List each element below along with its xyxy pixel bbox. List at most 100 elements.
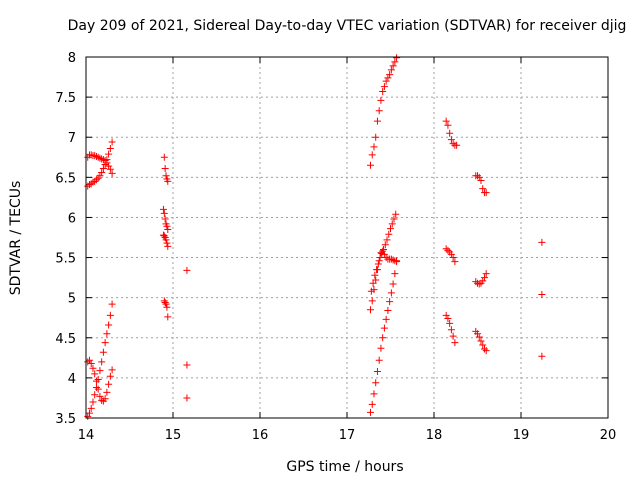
data-point <box>164 177 172 185</box>
data-point <box>442 117 450 125</box>
series-arc-185-a <box>472 172 490 197</box>
data-point <box>84 358 92 366</box>
grid-lines <box>86 57 608 418</box>
data-point <box>164 225 172 233</box>
data-point <box>96 154 104 162</box>
data-point <box>444 121 452 129</box>
data-point <box>480 345 488 353</box>
data-point <box>103 388 111 396</box>
data-point <box>98 169 106 177</box>
data-point <box>373 367 381 375</box>
data-point <box>451 258 459 266</box>
data-point <box>372 379 380 387</box>
data-point <box>379 334 387 342</box>
data-point <box>91 391 99 399</box>
data-point <box>160 153 168 161</box>
axis-ticks: 14 15 16 17 18 19 20 3.5 4 4.5 5 5.5 6 6.5 7 7.5 8 <box>55 51 616 443</box>
data-point <box>382 315 390 323</box>
data-point <box>89 364 97 372</box>
x-tick-label: 18 <box>426 428 443 443</box>
series-arc-17-top <box>366 54 401 169</box>
data-point <box>96 172 104 180</box>
data-point <box>446 319 454 327</box>
data-point <box>382 254 390 262</box>
series-arc-18-b <box>442 245 459 266</box>
y-tick-label: 3.5 <box>55 412 76 427</box>
data-point <box>85 409 93 417</box>
data-point <box>103 330 111 338</box>
series-isolated-19 <box>538 238 546 360</box>
data-point <box>106 165 114 173</box>
data-point <box>482 270 490 278</box>
data-point <box>85 356 93 364</box>
y-axis-label: SDTVAR / TECUs <box>8 181 24 296</box>
data-point <box>479 341 487 349</box>
data-point <box>482 347 490 355</box>
data-point <box>442 311 450 319</box>
x-tick-label: 20 <box>600 428 617 443</box>
data-point <box>370 143 378 151</box>
x-tick-label: 14 <box>78 428 95 443</box>
data-point <box>108 300 116 308</box>
data-point <box>381 241 389 249</box>
data-point <box>370 286 378 294</box>
data-point <box>101 395 109 403</box>
data-point <box>449 332 457 340</box>
data-point <box>384 74 392 82</box>
data-point <box>368 400 376 408</box>
data-point <box>480 274 488 282</box>
data-point <box>451 339 459 347</box>
data-point <box>391 58 399 66</box>
data-point <box>376 254 384 262</box>
data-point <box>479 277 487 285</box>
data-point <box>538 290 546 298</box>
data-point <box>94 375 102 383</box>
data-point <box>98 358 106 366</box>
data-point <box>92 152 100 160</box>
data-point <box>380 250 388 258</box>
data-point <box>372 133 380 141</box>
data-point <box>162 300 170 308</box>
data-point <box>392 210 400 218</box>
data-point <box>101 339 109 347</box>
data-point <box>442 245 450 253</box>
data-point <box>101 160 109 168</box>
data-point <box>161 298 169 306</box>
data-point <box>161 215 169 223</box>
data-point <box>98 155 106 163</box>
data-point <box>99 348 107 356</box>
data-point <box>94 153 102 161</box>
data-point <box>373 117 381 125</box>
data-point <box>87 359 95 367</box>
data-point <box>393 258 401 266</box>
series-arc-14-lower-a <box>84 300 116 420</box>
data-point <box>479 185 487 193</box>
data-point <box>371 271 379 279</box>
data-point <box>384 307 392 315</box>
data-point <box>447 326 455 334</box>
data-point <box>380 324 388 332</box>
data-point <box>475 333 483 341</box>
data-point <box>160 209 168 217</box>
data-point <box>453 141 461 149</box>
data-point <box>387 289 395 297</box>
data-point <box>105 162 113 170</box>
data-point <box>163 303 171 311</box>
data-point <box>366 408 374 416</box>
plot-frame <box>85 56 609 419</box>
data-point <box>389 256 397 264</box>
data-point <box>91 370 99 378</box>
data-point <box>387 255 395 263</box>
x-tick-label: 19 <box>513 428 530 443</box>
data-point <box>87 151 95 159</box>
data-point <box>94 385 102 393</box>
series-arc-17-low <box>366 258 401 416</box>
data-point <box>383 236 391 244</box>
data-point <box>386 71 394 79</box>
data-point <box>390 215 398 223</box>
data-point <box>160 297 168 305</box>
data-point <box>375 356 383 364</box>
data-point <box>162 172 170 180</box>
